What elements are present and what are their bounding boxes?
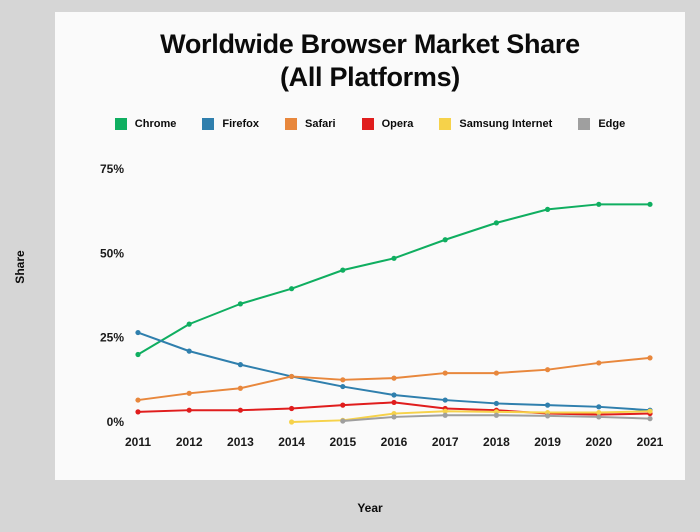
legend-swatch-safari [285, 117, 298, 130]
legend-label-chrome: Chrome [134, 117, 177, 130]
x-axis-title: Year [357, 501, 383, 515]
data-point-chrome [340, 267, 346, 273]
legend-swatch-edge [578, 117, 591, 130]
data-point-safari [493, 370, 499, 376]
data-point-samsung-internet [596, 409, 602, 416]
chart-card: Worldwide Browser Market Share (All Plat… [55, 12, 685, 480]
data-point-safari [237, 385, 243, 391]
x-tick-label: 2015 [329, 435, 356, 449]
data-point-samsung-internet [647, 408, 653, 414]
data-point-chrome [237, 301, 243, 307]
legend-item-opera: Opera [361, 117, 414, 130]
x-tick-label: 2020 [585, 435, 612, 449]
data-point-firefox [340, 383, 346, 390]
data-point-safari [391, 375, 397, 381]
data-point-safari [186, 390, 192, 396]
data-point-safari [340, 377, 346, 383]
data-point-chrome [493, 220, 499, 226]
x-tick-label: 2018 [483, 435, 510, 449]
y-axis-title: Share [13, 250, 27, 284]
legend-swatch-samsung-internet [439, 117, 452, 130]
data-point-chrome [442, 237, 448, 243]
data-point-opera [135, 409, 141, 415]
x-tick-label: 2021 [637, 435, 664, 449]
data-point-opera [340, 402, 346, 408]
x-tick-label: 2014 [278, 435, 305, 449]
data-point-safari [135, 397, 141, 403]
data-point-firefox [493, 400, 499, 406]
data-point-edge [442, 412, 448, 418]
data-point-edge [493, 412, 499, 418]
x-tick-label: 2017 [432, 435, 459, 449]
x-tick-label: 2019 [534, 435, 561, 449]
data-point-chrome [596, 201, 602, 207]
chart-title-line2: (All Platforms) [279, 61, 460, 92]
legend-swatch-chrome [114, 117, 127, 130]
series-line-samsung-internet [290, 410, 651, 423]
legend-item-chrome: Chrome [114, 117, 177, 130]
data-point-safari [596, 360, 602, 366]
data-point-edge [545, 413, 551, 419]
series-line-chrome [137, 203, 651, 356]
legend-label-opera: Opera [381, 117, 414, 130]
data-point-chrome [289, 285, 295, 292]
legend-item-edge: Edge [578, 117, 626, 130]
data-point-opera [237, 407, 243, 413]
legend-item-firefox: Firefox [202, 117, 260, 130]
data-point-firefox [135, 329, 141, 336]
data-point-edge [391, 414, 397, 420]
data-point-chrome [391, 255, 397, 261]
chart-title-line1: Worldwide Browser Market Share [160, 29, 580, 59]
x-tick-label: 2013 [227, 435, 254, 449]
data-point-safari [289, 373, 295, 379]
data-point-firefox [545, 402, 551, 408]
legend-item-samsung-internet: Samsung Internet [439, 117, 553, 130]
chart-title: Worldwide Browser Market Share (All Plat… [160, 28, 580, 94]
x-tick-label: 2016 [381, 435, 408, 449]
data-point-opera [289, 405, 295, 411]
legend-label-edge: Edge [598, 117, 626, 130]
series-line-firefox [137, 331, 651, 412]
data-point-chrome [186, 321, 192, 327]
legend-label-samsung-internet: Samsung Internet [459, 117, 553, 130]
data-point-firefox [596, 404, 602, 410]
y-tick-label: 0% [107, 415, 125, 429]
data-point-safari [442, 370, 448, 376]
legend-swatch-opera [361, 117, 374, 130]
data-point-firefox [391, 392, 397, 398]
data-point-edge [596, 414, 602, 420]
data-point-firefox [442, 397, 448, 403]
data-point-chrome [135, 351, 141, 357]
legend: Chrome Firefox Safari Opera Samsung Internet… [114, 117, 626, 130]
data-point-safari [545, 366, 551, 373]
data-point-edge [647, 415, 653, 422]
y-tick-label: 75% [100, 162, 124, 176]
data-point-chrome [647, 201, 653, 207]
data-point-chrome [545, 206, 551, 212]
data-point-firefox [237, 361, 243, 368]
data-point-samsung-internet [442, 408, 448, 414]
legend-item-safari: Safari [285, 117, 336, 130]
data-point-opera [186, 407, 192, 413]
x-tick-label: 2012 [176, 435, 203, 449]
y-tick-label: 50% [100, 246, 124, 260]
chart-svg: 0% 25% 50% 75% 2011 2012 2013 2014 2015 2016 2017 2… [100, 162, 664, 449]
y-tick-label: 25% [100, 331, 124, 345]
data-point-samsung-internet [289, 419, 295, 425]
legend-label-firefox: Firefox [222, 117, 260, 130]
data-point-safari [647, 355, 653, 361]
legend-label-safari: Safari [305, 117, 336, 130]
x-tick-label: 2011 [125, 435, 151, 449]
legend-swatch-firefox [202, 117, 215, 130]
data-point-firefox [186, 348, 192, 354]
data-point-opera [391, 399, 397, 405]
data-point-edge [340, 418, 346, 424]
